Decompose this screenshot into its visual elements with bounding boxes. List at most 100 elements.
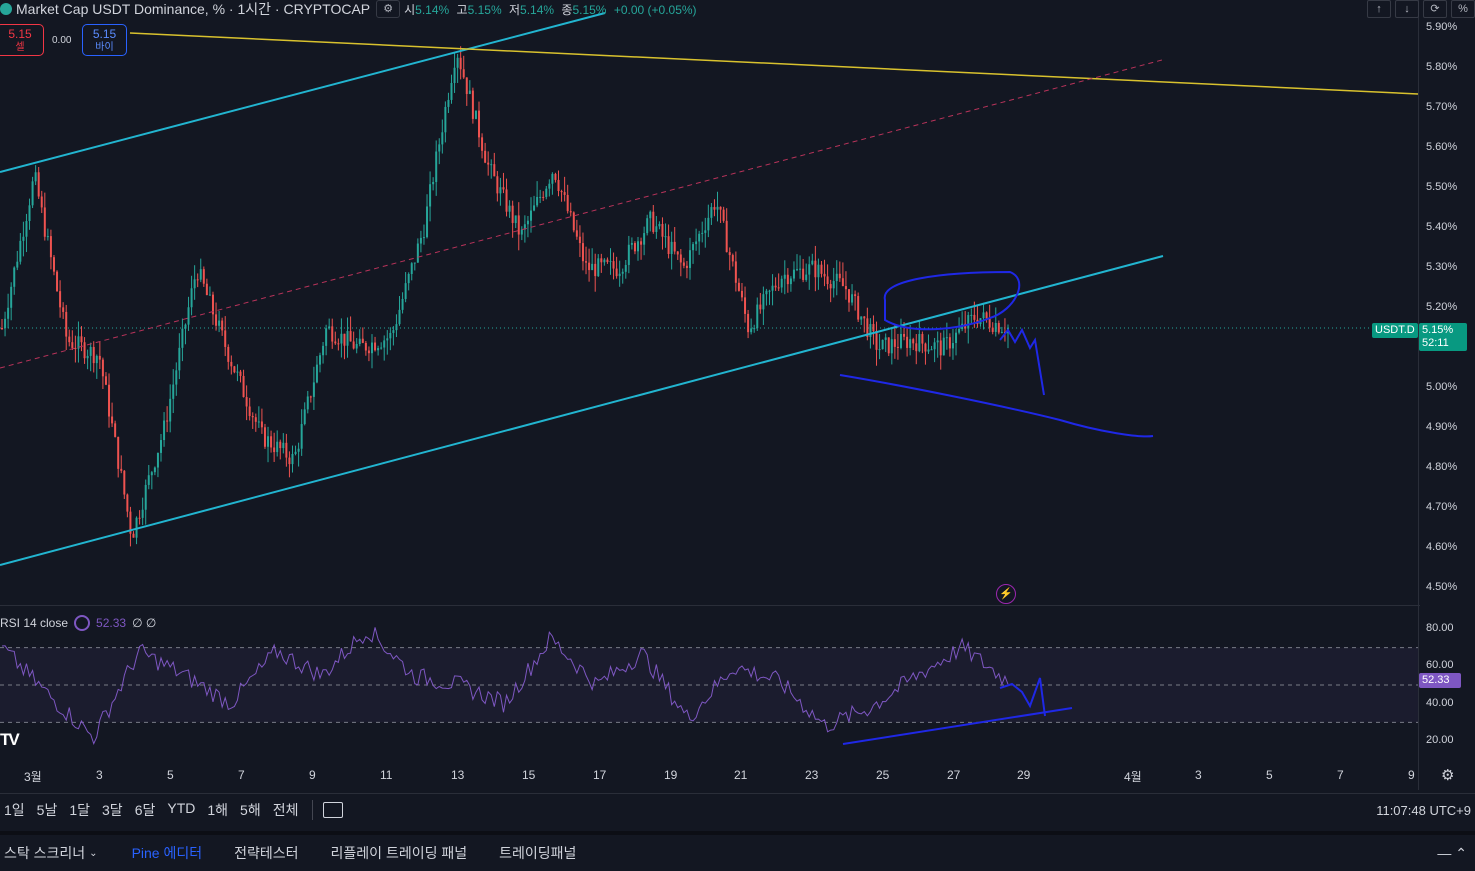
candle-body [719,206,722,210]
axis-separator [1418,0,1419,790]
timeframe-button[interactable]: YTD [167,800,196,816]
low-value: 5.14% [520,2,555,17]
buy-button[interactable]: 5.15 바이 [82,24,127,56]
arrow-down-icon[interactable]: ↓ [1395,0,1419,18]
candle-body [453,67,456,83]
candle-body [346,331,349,346]
candle-body [496,176,499,194]
timeframe-button[interactable]: 1해 [207,802,229,818]
timeframe-bar: 1일 5날 1달 3달 6달 YTD 1해 5해 전체 11:07:48 UTC+9 [0,793,1475,826]
candle-body [899,333,902,348]
bottom-tab[interactable]: 트레이딩패널 [499,845,577,861]
rsi-tick-label: 80.00 [1426,622,1454,634]
candle-body [478,110,481,138]
candle-body [670,241,673,255]
candle-body [698,233,701,242]
time-tick-label: 23 [805,768,819,782]
buy-label: 바이 [95,42,114,53]
candle-body [505,189,508,212]
candle-body [303,409,306,425]
interval-label[interactable]: 1시간 [237,1,272,17]
candle-body [126,494,129,512]
candle-body [771,285,774,291]
candle-body [649,211,652,219]
high-value: 5.15% [467,2,502,17]
bottom-tab[interactable]: 스탁 스크리너 [4,845,86,861]
candle-body [422,237,425,239]
price-tick-label: 5.40% [1426,221,1458,233]
candle-body [1000,331,1003,333]
rsi-tick-label: 60.00 [1426,659,1454,672]
timeframe-button[interactable]: 1일 [4,802,25,818]
candle-body [529,210,532,221]
rsi-legend[interactable]: RSI 14 close 52.33 ∅ ∅ [0,615,156,631]
change-value: +0.00 (+0.05%) [613,2,697,17]
buy-price: 5.15 [92,27,117,41]
bottom-tab[interactable]: 전략테스터 [234,845,299,861]
candle-body [468,90,471,94]
candle-body [566,194,569,212]
candle-body [508,205,511,212]
sell-price: 5.15 [8,27,32,41]
candle-body [352,341,355,349]
time-tick-label: 13 [451,768,465,782]
calendar-icon[interactable] [323,802,344,818]
candle-body [542,196,545,198]
candle-body [432,181,435,185]
chevron-down-icon[interactable]: ⌄ [89,847,98,859]
candle-body [569,211,572,213]
candle-body [624,264,627,272]
bottom-tab-list: 스탁 스크리너 ⌄ Pine 에디터 전략테스터 리플레이 트레이딩 패널 트레이딩패널 [0,843,604,863]
candle-body [395,324,398,331]
candle-body [829,284,832,289]
candle-body [294,451,297,454]
candle-body [80,336,83,343]
timeframe-button[interactable]: 5해 [240,802,261,818]
candle-body [514,215,517,224]
clock[interactable]: 11:07:48 UTC+9 [1376,802,1471,818]
candle-body [860,316,863,320]
symbol-title[interactable]: Market Cap USDT Dominance, % [16,1,226,17]
time-tick-label: 5 [167,768,174,782]
candle-body [701,232,704,234]
minimize-icon[interactable]: — ⌃ [1437,844,1467,861]
candle-body [309,396,312,398]
price-tick-label: 4.50% [1426,581,1458,593]
timeframe-button[interactable]: 6달 [134,802,156,818]
settings-icon[interactable]: ⚙ [376,0,401,18]
lightning-icon[interactable]: ⚡ [996,584,1016,604]
candle-body [526,220,529,225]
candle-body [349,331,352,342]
candle-body [462,69,465,78]
time-tick-label: 19 [664,768,678,782]
bottom-tab[interactable]: Pine 에디터 [131,845,203,861]
timeframe-button[interactable]: 3달 [102,802,123,818]
candle-body [337,343,340,345]
candle-body [236,371,239,373]
percent-toggle[interactable]: % [1451,0,1475,18]
timeframe-button[interactable]: 5날 [36,802,58,818]
candle-body [413,262,416,264]
candle-body [734,261,737,283]
tradingview-logo-icon[interactable]: TV [0,730,20,749]
candle-body [419,237,422,244]
timeframe-button[interactable]: 전체 [272,802,299,818]
candle-body [16,261,19,268]
loop-icon[interactable]: ⟳ [1423,0,1447,18]
sell-button[interactable]: 5.15 셀 [0,24,44,56]
timeframe-button[interactable]: 1달 [69,802,91,818]
arrow-up-icon[interactable]: ↑ [1367,0,1391,18]
candle-body [756,304,759,329]
candle-body [802,268,805,280]
bottom-tab[interactable]: 리플레이 트레이딩 패널 [330,845,468,861]
time-tick-label: 21 [734,768,748,782]
candle-body [643,233,646,245]
settings-gear-icon[interactable]: ⚙ [1441,767,1455,784]
candle-body [114,423,117,437]
candle-body [930,349,933,351]
candle-body [737,282,740,291]
candle-body [921,334,924,344]
candle-body [325,328,328,346]
candle-body [927,349,930,352]
